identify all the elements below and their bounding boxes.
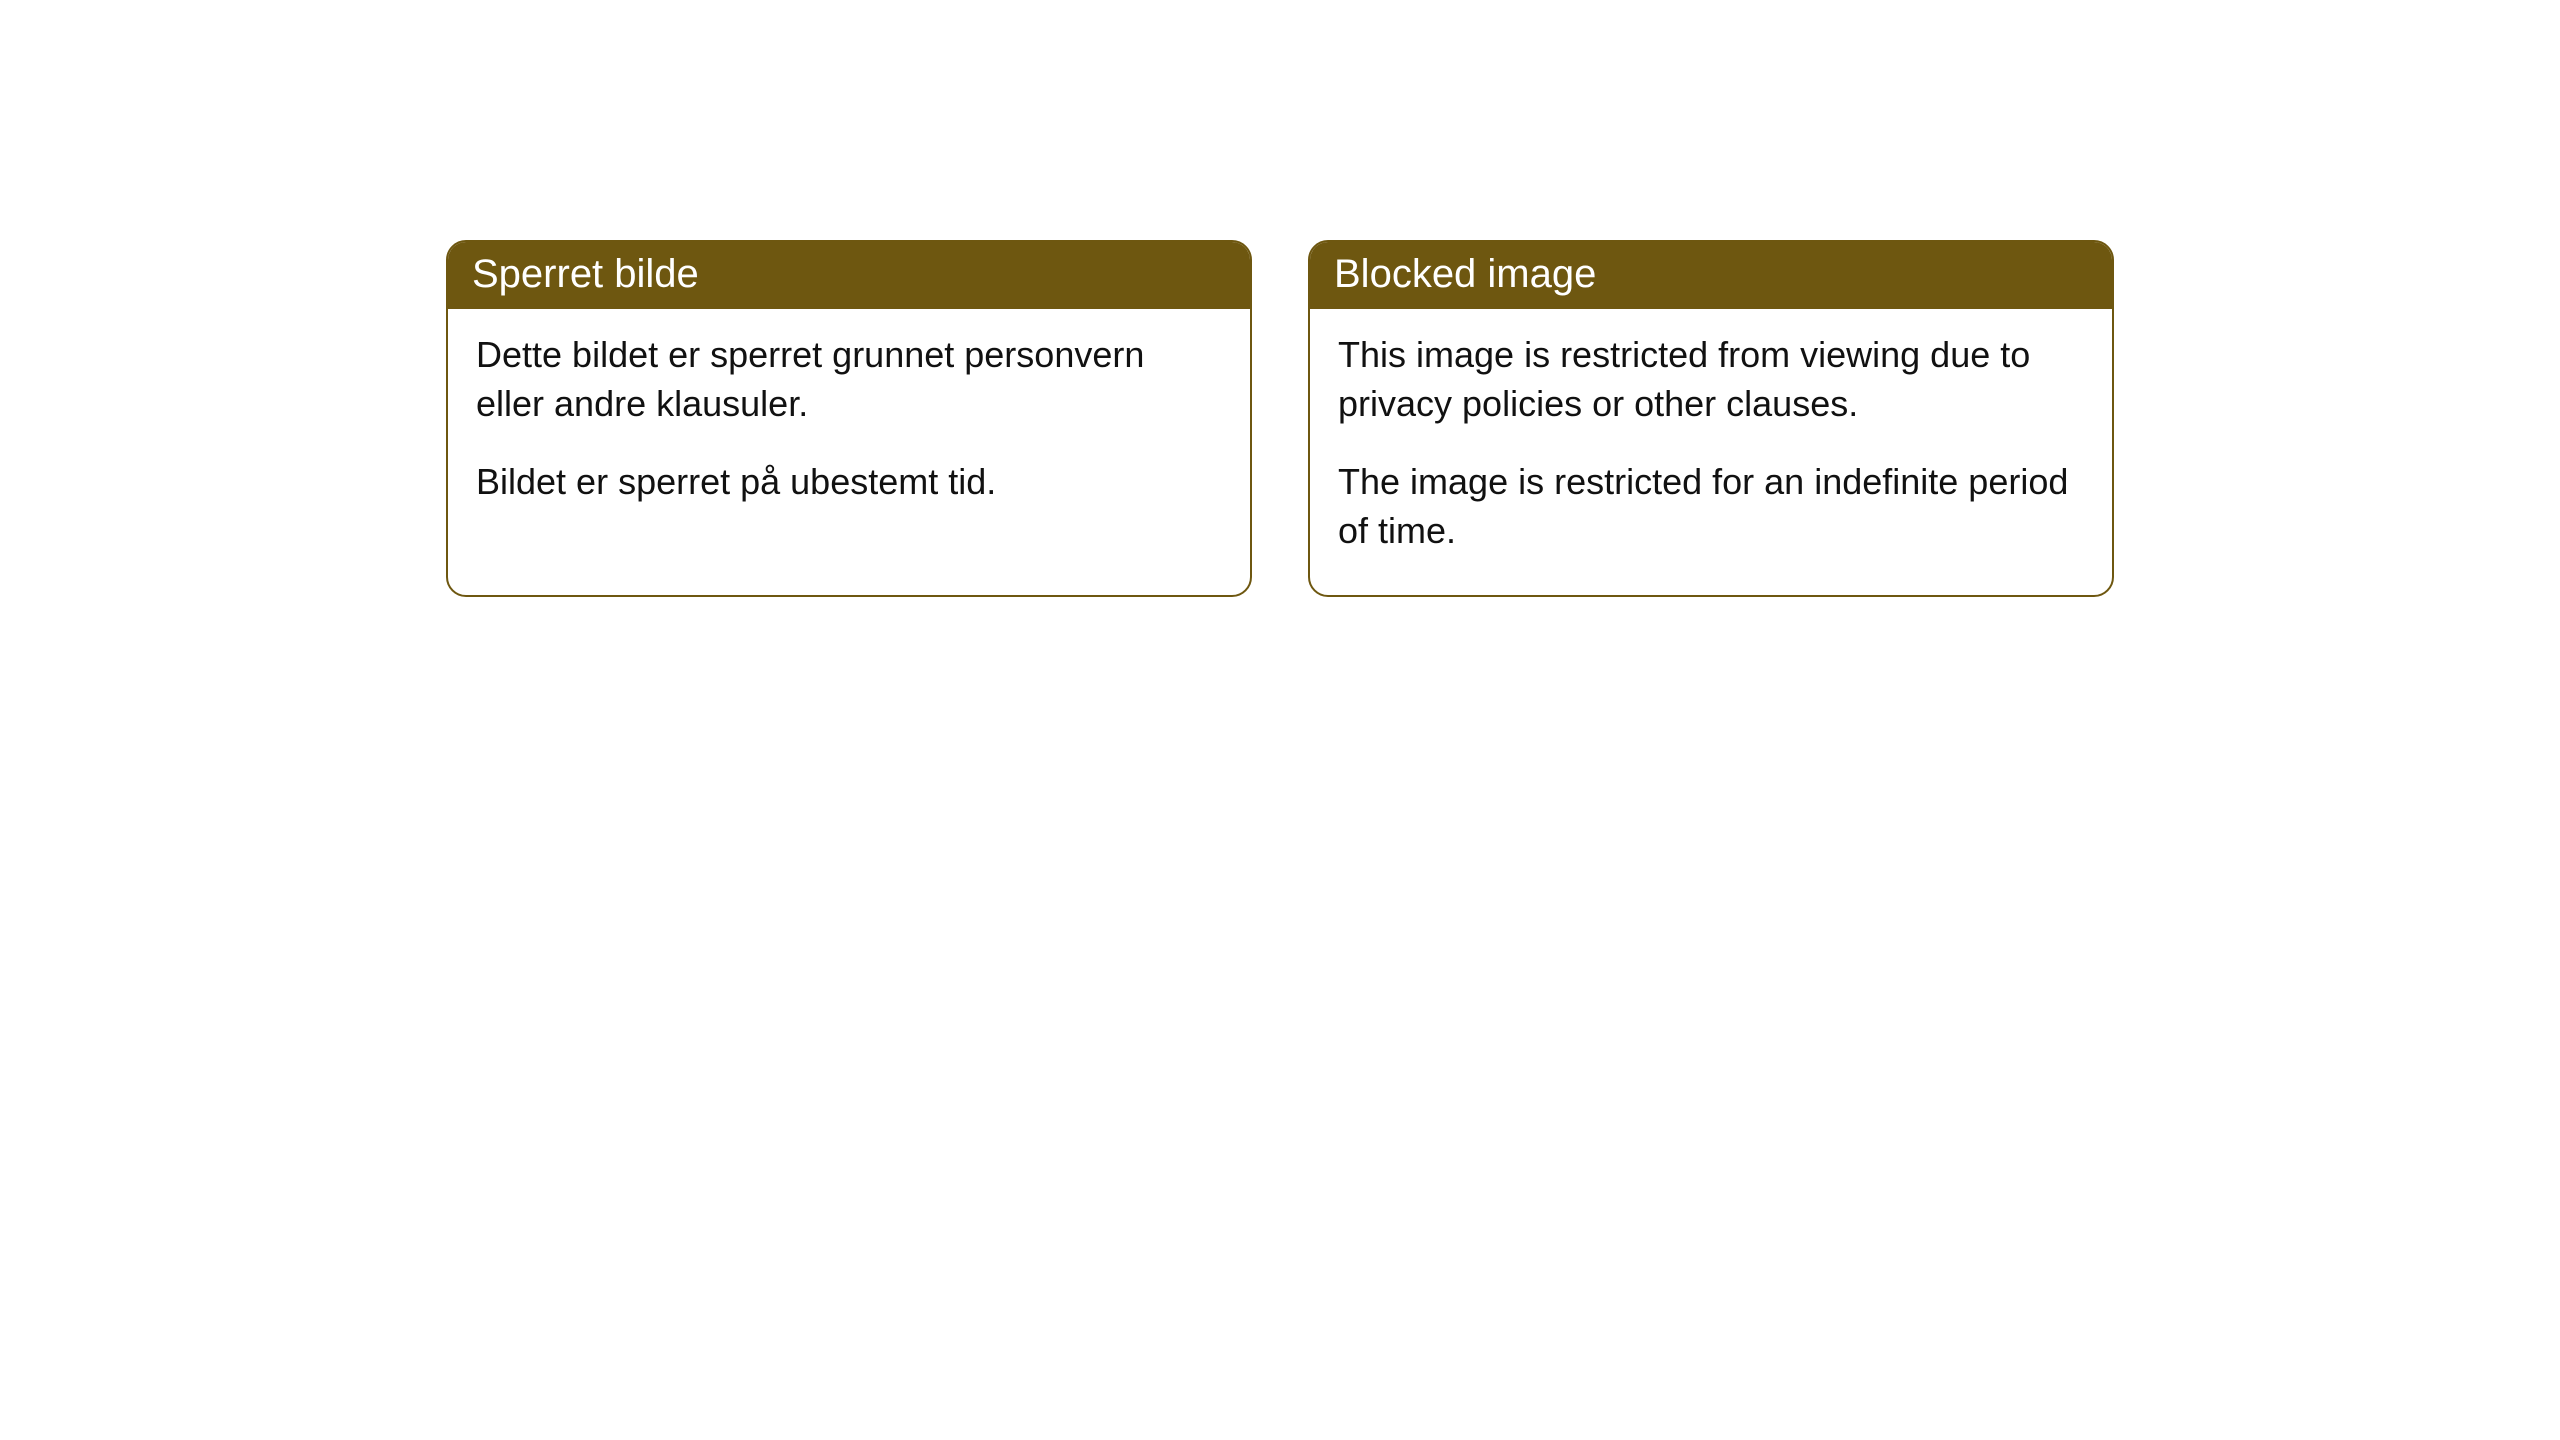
- card-paragraph: This image is restricted from viewing du…: [1338, 331, 2084, 428]
- notice-card-english: Blocked image This image is restricted f…: [1308, 240, 2114, 597]
- card-body: This image is restricted from viewing du…: [1310, 309, 2112, 595]
- notice-cards-container: Sperret bilde Dette bildet er sperret gr…: [446, 240, 2114, 597]
- card-paragraph: Bildet er sperret på ubestemt tid.: [476, 458, 1222, 507]
- card-header: Sperret bilde: [448, 242, 1250, 309]
- card-paragraph: Dette bildet er sperret grunnet personve…: [476, 331, 1222, 428]
- card-paragraph: The image is restricted for an indefinit…: [1338, 458, 2084, 555]
- card-body: Dette bildet er sperret grunnet personve…: [448, 309, 1250, 547]
- card-title: Sperret bilde: [472, 252, 699, 296]
- notice-card-norwegian: Sperret bilde Dette bildet er sperret gr…: [446, 240, 1252, 597]
- card-header: Blocked image: [1310, 242, 2112, 309]
- card-title: Blocked image: [1334, 252, 1596, 296]
